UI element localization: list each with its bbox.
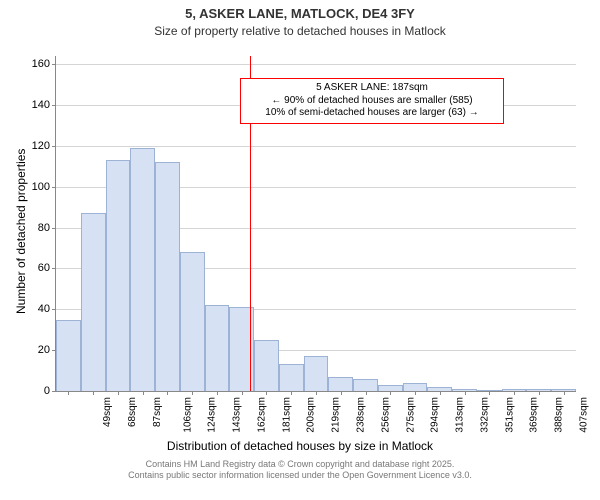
- x-tick-label: 407sqm: [578, 397, 589, 433]
- x-tick-mark: [316, 391, 317, 395]
- histogram-bar: [106, 160, 131, 391]
- x-tick-mark: [564, 391, 565, 395]
- histogram-bar: [130, 148, 155, 391]
- x-tick-mark: [489, 391, 490, 395]
- x-tick-label: 49sqm: [102, 397, 113, 427]
- histogram-bar: [279, 364, 304, 391]
- x-tick-label: 68sqm: [127, 397, 138, 427]
- x-tick-mark: [390, 391, 391, 395]
- x-tick-mark: [143, 391, 144, 395]
- attribution: Contains HM Land Registry data © Crown c…: [0, 459, 600, 482]
- x-tick-label: 181sqm: [281, 397, 292, 433]
- x-tick-label: 388sqm: [554, 397, 565, 433]
- attribution-line2: Contains public sector information licen…: [0, 470, 600, 481]
- histogram-bar: [254, 340, 279, 391]
- histogram-bar: [56, 320, 81, 391]
- x-tick-mark: [465, 391, 466, 395]
- y-tick-label: 140: [32, 99, 56, 111]
- annotation-title: 5 ASKER LANE: 187sqm: [247, 82, 497, 95]
- x-axis-label: Distribution of detached houses by size …: [0, 439, 600, 453]
- x-tick-mark: [242, 391, 243, 395]
- x-tick-mark: [341, 391, 342, 395]
- y-tick-label: 120: [32, 140, 56, 152]
- histogram-bar: [304, 356, 329, 391]
- x-tick-label: 162sqm: [257, 397, 268, 433]
- x-tick-mark: [514, 391, 515, 395]
- x-tick-label: 332sqm: [479, 397, 490, 433]
- x-tick-label: 256sqm: [380, 397, 391, 433]
- histogram-bar: [155, 162, 180, 391]
- plot-area: 02040608010012014016049sqm68sqm87sqm106s…: [55, 56, 576, 392]
- chart-container: 5, ASKER LANE, MATLOCK, DE4 3FY Size of …: [0, 0, 600, 500]
- y-axis-label: Number of detached properties: [14, 148, 28, 313]
- x-tick-mark: [415, 391, 416, 395]
- y-tick-label: 60: [38, 262, 56, 274]
- annotation-line2: 10% of semi-detached houses are larger (…: [247, 107, 497, 120]
- x-tick-label: 313sqm: [455, 397, 466, 433]
- x-tick-mark: [366, 391, 367, 395]
- x-tick-label: 106sqm: [182, 397, 193, 433]
- x-tick-mark: [440, 391, 441, 395]
- x-tick-label: 87sqm: [152, 397, 163, 427]
- x-tick-mark: [266, 391, 267, 395]
- x-tick-mark: [539, 391, 540, 395]
- x-tick-mark: [192, 391, 193, 395]
- x-tick-label: 294sqm: [430, 397, 441, 433]
- histogram-bar: [180, 252, 205, 391]
- y-tick-label: 40: [38, 303, 56, 315]
- histogram-bar: [403, 383, 428, 391]
- x-tick-label: 124sqm: [207, 397, 218, 433]
- y-tick-label: 100: [32, 181, 56, 193]
- grid-line: [56, 64, 576, 65]
- y-tick-label: 160: [32, 58, 56, 70]
- x-tick-mark: [217, 391, 218, 395]
- grid-line: [56, 146, 576, 147]
- x-tick-label: 351sqm: [504, 397, 515, 433]
- x-tick-label: 369sqm: [529, 397, 540, 433]
- x-tick-mark: [291, 391, 292, 395]
- y-tick-label: 20: [38, 344, 56, 356]
- histogram-bar: [328, 377, 353, 391]
- chart-subtitle: Size of property relative to detached ho…: [0, 24, 600, 38]
- histogram-bar: [205, 305, 230, 391]
- x-tick-mark: [167, 391, 168, 395]
- histogram-bar: [81, 213, 106, 391]
- y-tick-label: 0: [44, 385, 56, 397]
- annotation-line1: ← 90% of detached houses are smaller (58…: [247, 95, 497, 108]
- histogram-bar: [353, 379, 378, 391]
- x-tick-label: 200sqm: [306, 397, 317, 433]
- chart-title: 5, ASKER LANE, MATLOCK, DE4 3FY: [0, 6, 600, 21]
- x-tick-label: 143sqm: [232, 397, 243, 433]
- x-tick-label: 275sqm: [405, 397, 416, 433]
- x-tick-mark: [118, 391, 119, 395]
- annotation-box: 5 ASKER LANE: 187sqm ← 90% of detached h…: [240, 78, 504, 124]
- attribution-line1: Contains HM Land Registry data © Crown c…: [0, 459, 600, 470]
- x-tick-mark: [93, 391, 94, 395]
- y-tick-label: 80: [38, 222, 56, 234]
- x-tick-label: 238sqm: [356, 397, 367, 433]
- x-tick-label: 219sqm: [331, 397, 342, 433]
- x-tick-mark: [68, 391, 69, 395]
